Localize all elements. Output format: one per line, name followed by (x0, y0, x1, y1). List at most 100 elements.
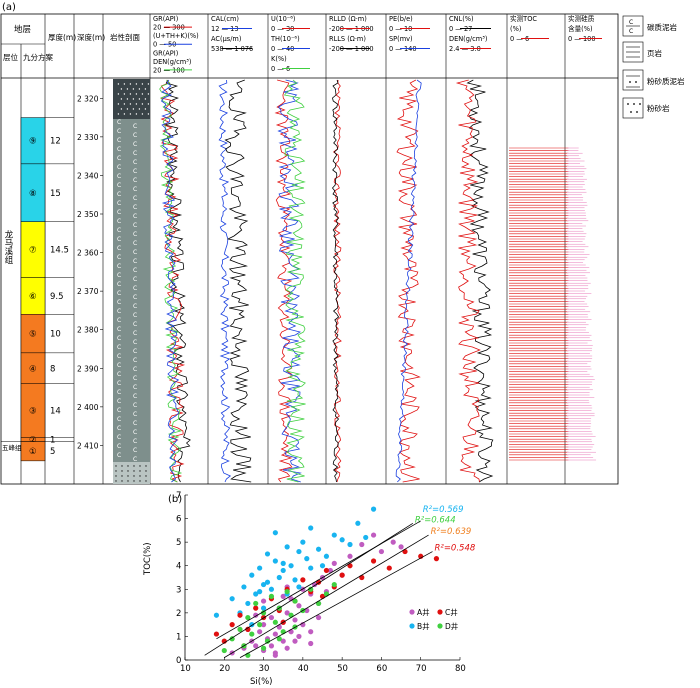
track-header-text: U(10⁻⁶) (271, 15, 296, 23)
scatter-point (280, 638, 286, 644)
legend-label: D井 (445, 621, 459, 631)
scatter-ylabel: TOC(%) (143, 542, 153, 576)
silt-dot (139, 480, 141, 482)
scatter-point (280, 560, 286, 566)
silt-dot (127, 470, 129, 472)
track-header-text: (U+TH+K)(%) (153, 32, 199, 40)
carbon-symbol: C (117, 416, 121, 423)
carbon-symbol: C (117, 308, 121, 315)
silt-dot (117, 103, 120, 105)
scatter-point (296, 633, 302, 640)
carbon-symbol: C (133, 186, 137, 193)
carbon-symbol: C (133, 384, 137, 391)
y-tick-label: 3 (176, 585, 181, 595)
silt-dot (133, 475, 135, 477)
legend-label: A井 (417, 607, 430, 617)
scatter-point (264, 579, 271, 585)
silt-dot (147, 93, 150, 95)
scatter-point (260, 605, 267, 611)
scatter-point (331, 560, 337, 566)
carbon-symbol: C (133, 294, 137, 301)
carbon-symbol: C (117, 245, 121, 252)
x-tick-label: 10 (180, 664, 191, 674)
legend-marker (437, 623, 443, 629)
scatter-point (268, 614, 275, 621)
scatter-point (370, 558, 377, 564)
scatter-point (292, 617, 298, 623)
scatter-point (260, 598, 267, 604)
carbon-symbol: C (117, 434, 121, 441)
scatter-point (245, 614, 251, 621)
legend-label: B井 (417, 621, 430, 631)
scatter-point (331, 532, 337, 538)
scatter-point (237, 612, 243, 618)
silt-dot (150, 98, 153, 100)
carbon-symbol: C (117, 182, 121, 189)
scatter-point (292, 598, 298, 604)
silt-dot (129, 83, 132, 85)
scatter-point (257, 629, 263, 635)
scatter-point (253, 605, 259, 611)
depth-tick-label: 2 370 (77, 287, 99, 296)
carbon-symbol: C (117, 200, 121, 207)
silt-dot (117, 93, 120, 95)
silt-dot (126, 98, 129, 100)
scatter-point (284, 610, 290, 616)
carbon-symbol: C (133, 132, 137, 139)
track-header-text: 0 — 6 (271, 65, 290, 73)
silt-dot (120, 98, 123, 100)
scatter-point (213, 631, 220, 637)
scatter-point (253, 643, 259, 649)
y-tick-label: 0 (176, 656, 181, 666)
carbon-symbol: C (133, 420, 137, 427)
unit-thickness: 8 (50, 364, 55, 374)
silt-dot (150, 108, 153, 110)
lithology-column: CCCCCCCCCCCCCCCCCCCCCCCCCCCCCCCCCCCCCCCC… (113, 79, 153, 484)
silt-dot (147, 103, 150, 105)
carbon-symbol: C (133, 402, 137, 409)
track-header-text: 含量(%) (568, 24, 593, 33)
unit-cell (20, 383, 46, 438)
legend-carbon-mudstone: 碳质泥岩 (647, 22, 677, 32)
unit-id: ③ (29, 407, 37, 417)
track-header-text: CNL(%) (449, 15, 474, 23)
silt-dot (135, 83, 138, 85)
panel-b-label: (b) (168, 494, 182, 505)
scatter-point (253, 600, 259, 607)
track-header-text: GR(API) (153, 15, 178, 23)
unit-thickness: 1 (50, 436, 55, 446)
scatter-point (323, 591, 330, 597)
silt-dot (133, 480, 135, 482)
scatter-point (249, 572, 255, 578)
scatter-point (327, 567, 333, 574)
silt-dot (144, 98, 147, 100)
carbon-symbol: C (117, 263, 121, 270)
carbon-symbol: C (117, 209, 121, 216)
scatter-point (249, 631, 255, 637)
track-header-text: CAL(cm) (211, 15, 239, 23)
log-curve (160, 79, 180, 483)
header-depth: 深度(m) (77, 32, 105, 42)
carbon-symbol: C (117, 443, 121, 450)
fit-line (216, 520, 421, 640)
track-header-text: 实测硅质 (568, 14, 595, 23)
scatter-point (359, 574, 365, 581)
scatter-point (300, 539, 306, 545)
scatter-point (221, 647, 227, 654)
carbon-symbol: C (117, 146, 121, 153)
carbon-symbol: C (133, 438, 137, 445)
scatter-point (386, 565, 392, 571)
unit-thickness: 5 (50, 447, 55, 457)
scatter-point (276, 636, 282, 642)
scatter-point (296, 603, 302, 609)
panel-a-label: (a) (2, 2, 16, 13)
scatter-point (272, 631, 278, 637)
track-header-text: TH(10⁻⁶) (270, 35, 300, 43)
carbon-symbol: C (133, 357, 137, 364)
scatter-point (319, 563, 326, 569)
scatter-point (339, 537, 345, 543)
scatter-xlabel: Si(%) (250, 677, 272, 687)
silt-dot (144, 88, 147, 90)
carbon-symbol: C (133, 276, 137, 283)
carbon-symbol: C (117, 353, 121, 360)
